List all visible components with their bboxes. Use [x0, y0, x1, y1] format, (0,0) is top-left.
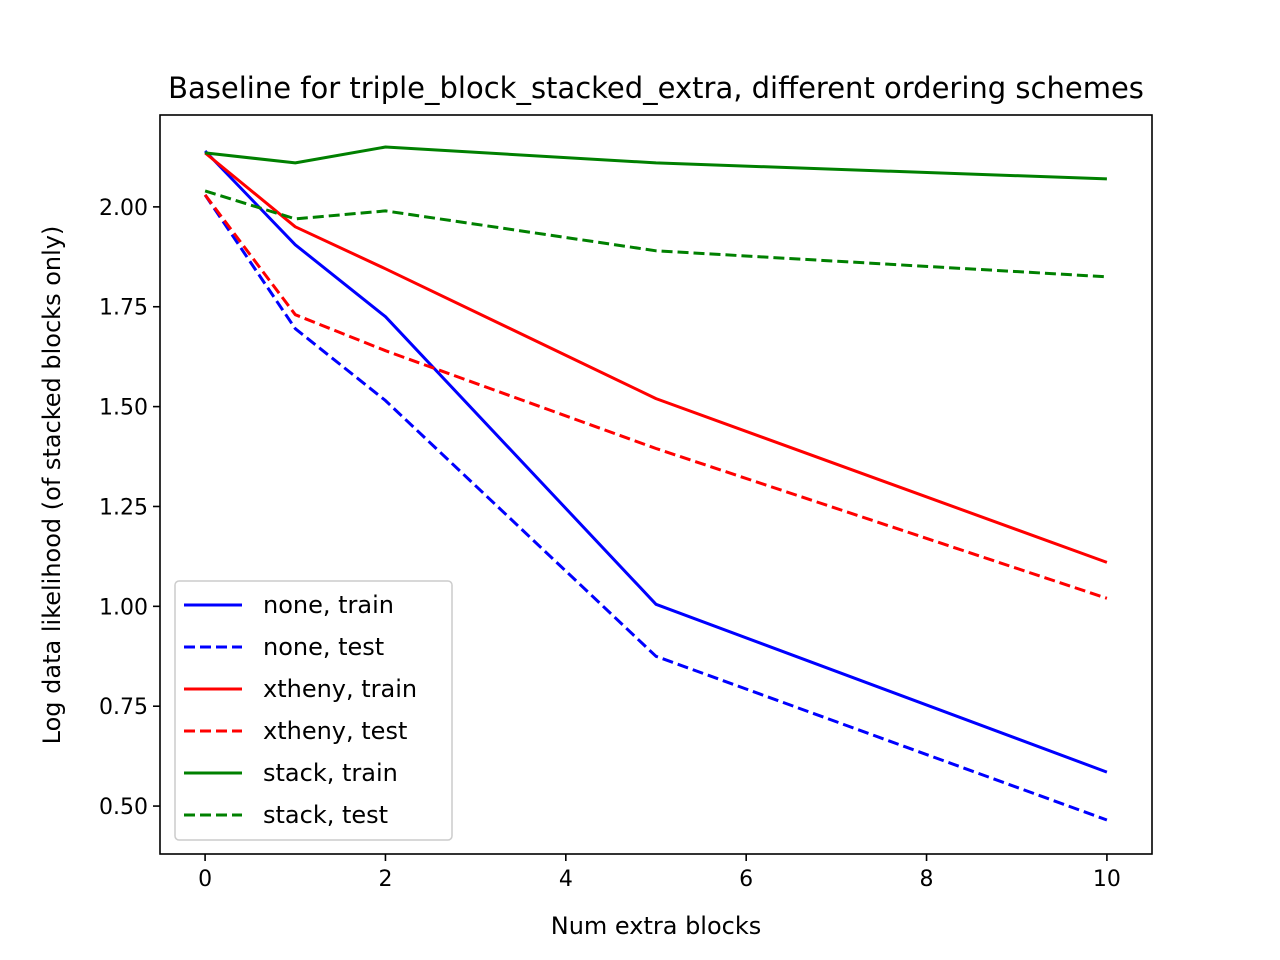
series-line-1 [204, 149, 1108, 774]
series-line-4 [203, 193, 1108, 600]
legend-label-6: stack, test [263, 801, 388, 829]
x-tick-label: 4 [559, 867, 573, 892]
x-tick-label: 2 [378, 867, 392, 892]
x-axis-label: Num extra blocks [551, 912, 762, 940]
legend: none, train none, test xtheny, train xtheny… [174, 580, 453, 841]
plot-frame [159, 114, 1153, 855]
y-axis-ticks: 0.50 0.75 1.00 1.25 1.50 1.75 2.00 [99, 196, 160, 820]
series-line-5 [204, 145, 1107, 181]
series-line-3 [204, 151, 1108, 564]
series-line-2 [203, 194, 1108, 822]
series-line-6 [204, 189, 1107, 279]
y-tick-label: 1.75 [99, 296, 148, 321]
x-tick-label: 6 [739, 867, 753, 892]
y-tick-label: 0.50 [99, 795, 148, 820]
y-axis-label: Log data likelihood (of stacked blocks o… [38, 226, 66, 745]
legend-label-2: none, test [263, 633, 384, 661]
y-tick-label: 0.75 [99, 695, 148, 720]
y-tick-label: 1.00 [99, 595, 148, 620]
chart-title: Baseline for triple_block_stacked_extra,… [168, 71, 1144, 105]
legend-box [174, 580, 453, 841]
x-tick-label: 8 [920, 867, 934, 892]
x-axis-ticks: 0 2 4 6 8 10 [198, 854, 1121, 892]
y-tick-label: 2.00 [99, 196, 148, 221]
x-tick-label: 10 [1093, 867, 1121, 892]
y-tick-label: 1.25 [99, 495, 148, 520]
plot-lines [203, 145, 1108, 822]
legend-label-5: stack, train [263, 759, 398, 787]
y-tick-label: 1.50 [99, 396, 148, 421]
legend-label-3: xtheny, train [263, 675, 417, 703]
legend-label-1: none, train [263, 591, 394, 619]
legend-label-4: xtheny, test [263, 717, 407, 745]
x-tick-label: 0 [198, 867, 212, 892]
